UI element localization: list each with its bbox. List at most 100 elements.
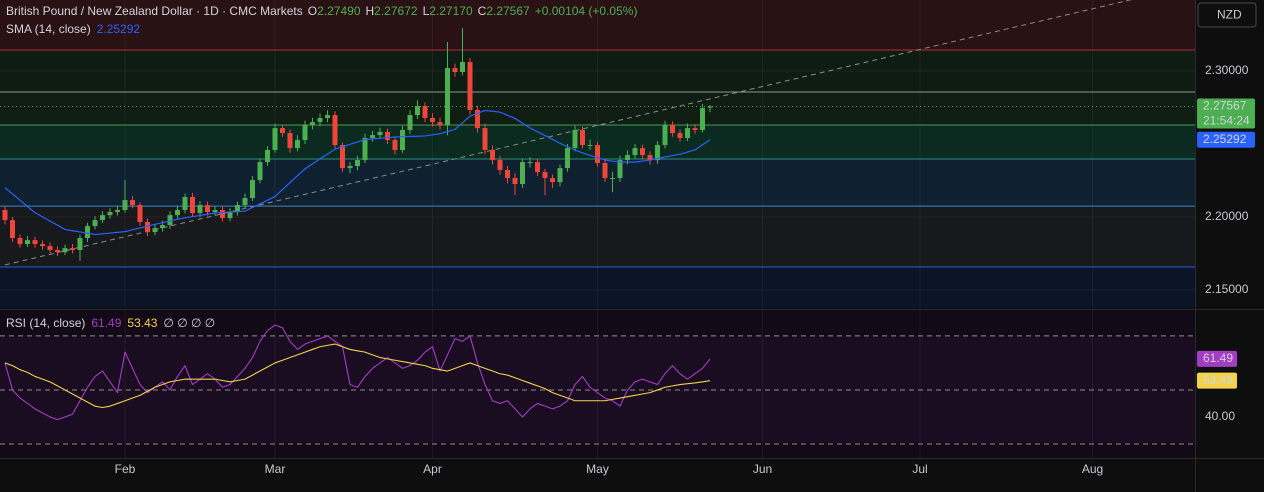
candle-body — [512, 178, 518, 185]
candle-body — [295, 140, 300, 149]
candle-body — [152, 228, 158, 233]
candle-body — [257, 162, 263, 181]
candle-body — [707, 106, 713, 108]
candle-body — [190, 197, 195, 214]
candle-body — [692, 128, 698, 130]
last-price-label: 2.27567 — [1203, 99, 1247, 113]
candle-body — [625, 155, 630, 161]
x-tick-label: May — [586, 462, 609, 476]
y-tick-label: 2.30000 — [1205, 63, 1249, 77]
candle-body — [85, 226, 90, 239]
candle-body — [265, 149, 270, 163]
rsi-line — [4, 324, 711, 421]
candle-body — [220, 210, 225, 219]
ohlc-letter: O — [308, 4, 317, 18]
candle-body — [617, 160, 623, 179]
candle-body — [437, 122, 443, 126]
candle-body — [677, 133, 683, 139]
candle-body — [362, 138, 368, 161]
rsi-placeholders: ∅ ∅ ∅ ∅ — [163, 316, 215, 330]
candle-body — [392, 140, 398, 150]
candle-body — [467, 62, 473, 110]
candle-body — [370, 135, 375, 139]
rsi-pane — [0, 310, 1195, 458]
candle-body — [107, 212, 113, 216]
candle-body — [287, 133, 293, 149]
sma-name: SMA (14, close) — [6, 22, 91, 36]
y-tick-label: 2.20000 — [1205, 209, 1249, 223]
zone — [0, 0, 1195, 50]
candle-body — [205, 205, 210, 213]
sma-line — [4, 109, 711, 236]
currency-button[interactable] — [1197, 2, 1257, 28]
ohlc-letter: L — [423, 4, 430, 18]
ohlc-letter: C — [478, 4, 487, 18]
rsi-legend: RSI (14, close) 61.49 53.43 ∅ ∅ ∅ ∅ — [6, 316, 215, 330]
rsi-title: RSI (14, close) — [6, 316, 85, 330]
candle-body — [527, 162, 533, 164]
candle-body — [272, 128, 278, 150]
rsi-tag — [1197, 372, 1237, 389]
candle-body — [520, 162, 525, 185]
candle-body — [347, 166, 353, 169]
candle-body — [460, 62, 465, 72]
candle-body — [587, 145, 593, 147]
candle-body — [10, 220, 15, 239]
candle-body — [40, 244, 45, 247]
candle-body — [340, 145, 345, 169]
countdown-label: 21:54:24 — [1203, 114, 1250, 128]
candle-body — [377, 132, 383, 136]
candle-body — [235, 205, 240, 213]
price-change: +0.00104 (+0.05%) — [535, 4, 638, 18]
sma-tag — [1197, 131, 1255, 148]
candle-body — [505, 169, 510, 179]
candle-body — [422, 106, 428, 119]
zone — [0, 92, 1195, 126]
candle-body — [482, 128, 488, 150]
header: British Pound / New Zealand Dollar · 1D … — [6, 4, 637, 18]
last-price-tag — [1197, 98, 1255, 129]
ohlc-letter: H — [366, 4, 375, 18]
candle-body — [685, 128, 690, 139]
x-tick-label: Feb — [115, 462, 136, 476]
candle-body — [122, 200, 128, 211]
candle-body — [415, 106, 420, 116]
candle-body — [580, 129, 585, 146]
zone — [0, 206, 1195, 267]
candle-body — [62, 248, 68, 253]
candle-body — [655, 145, 660, 161]
candle-body — [407, 115, 413, 130]
candle-body — [70, 248, 75, 251]
candle-body — [700, 108, 705, 130]
candle-body — [565, 148, 570, 169]
x-tick-label: Jul — [912, 462, 927, 476]
rsi-value: 61.49 — [91, 316, 121, 330]
candle-body — [610, 178, 615, 180]
candle-body — [550, 178, 555, 183]
candle-body — [100, 215, 105, 221]
labels: Feb Mar Apr May Jun Jul Aug 2.30000 2.20000 2.150… — [6, 4, 1255, 476]
candle-body — [77, 238, 83, 251]
sma-tag-label: 2.25292 — [1203, 132, 1247, 146]
currency-label[interactable]: NZD — [1217, 8, 1242, 22]
candle-body — [602, 162, 608, 179]
ohlc-value: 2.27672 — [374, 4, 418, 18]
candle-body — [310, 122, 315, 126]
candle-body — [332, 115, 338, 146]
candle-body — [227, 212, 233, 219]
rsi-tick-label: 40.00 — [1205, 409, 1235, 423]
candle-body — [17, 238, 23, 245]
candle-body — [302, 125, 308, 141]
candle-body — [430, 118, 435, 123]
candle-body — [160, 225, 165, 229]
zone — [0, 266, 1195, 308]
trend-line — [4, 0, 1133, 266]
sma-legend: SMA (14, close) 2.25292 — [6, 22, 140, 36]
candle-body — [670, 125, 675, 134]
candle-body — [400, 129, 405, 150]
candle-body — [55, 250, 60, 253]
candle-body — [197, 205, 203, 214]
candle-body — [647, 155, 653, 161]
